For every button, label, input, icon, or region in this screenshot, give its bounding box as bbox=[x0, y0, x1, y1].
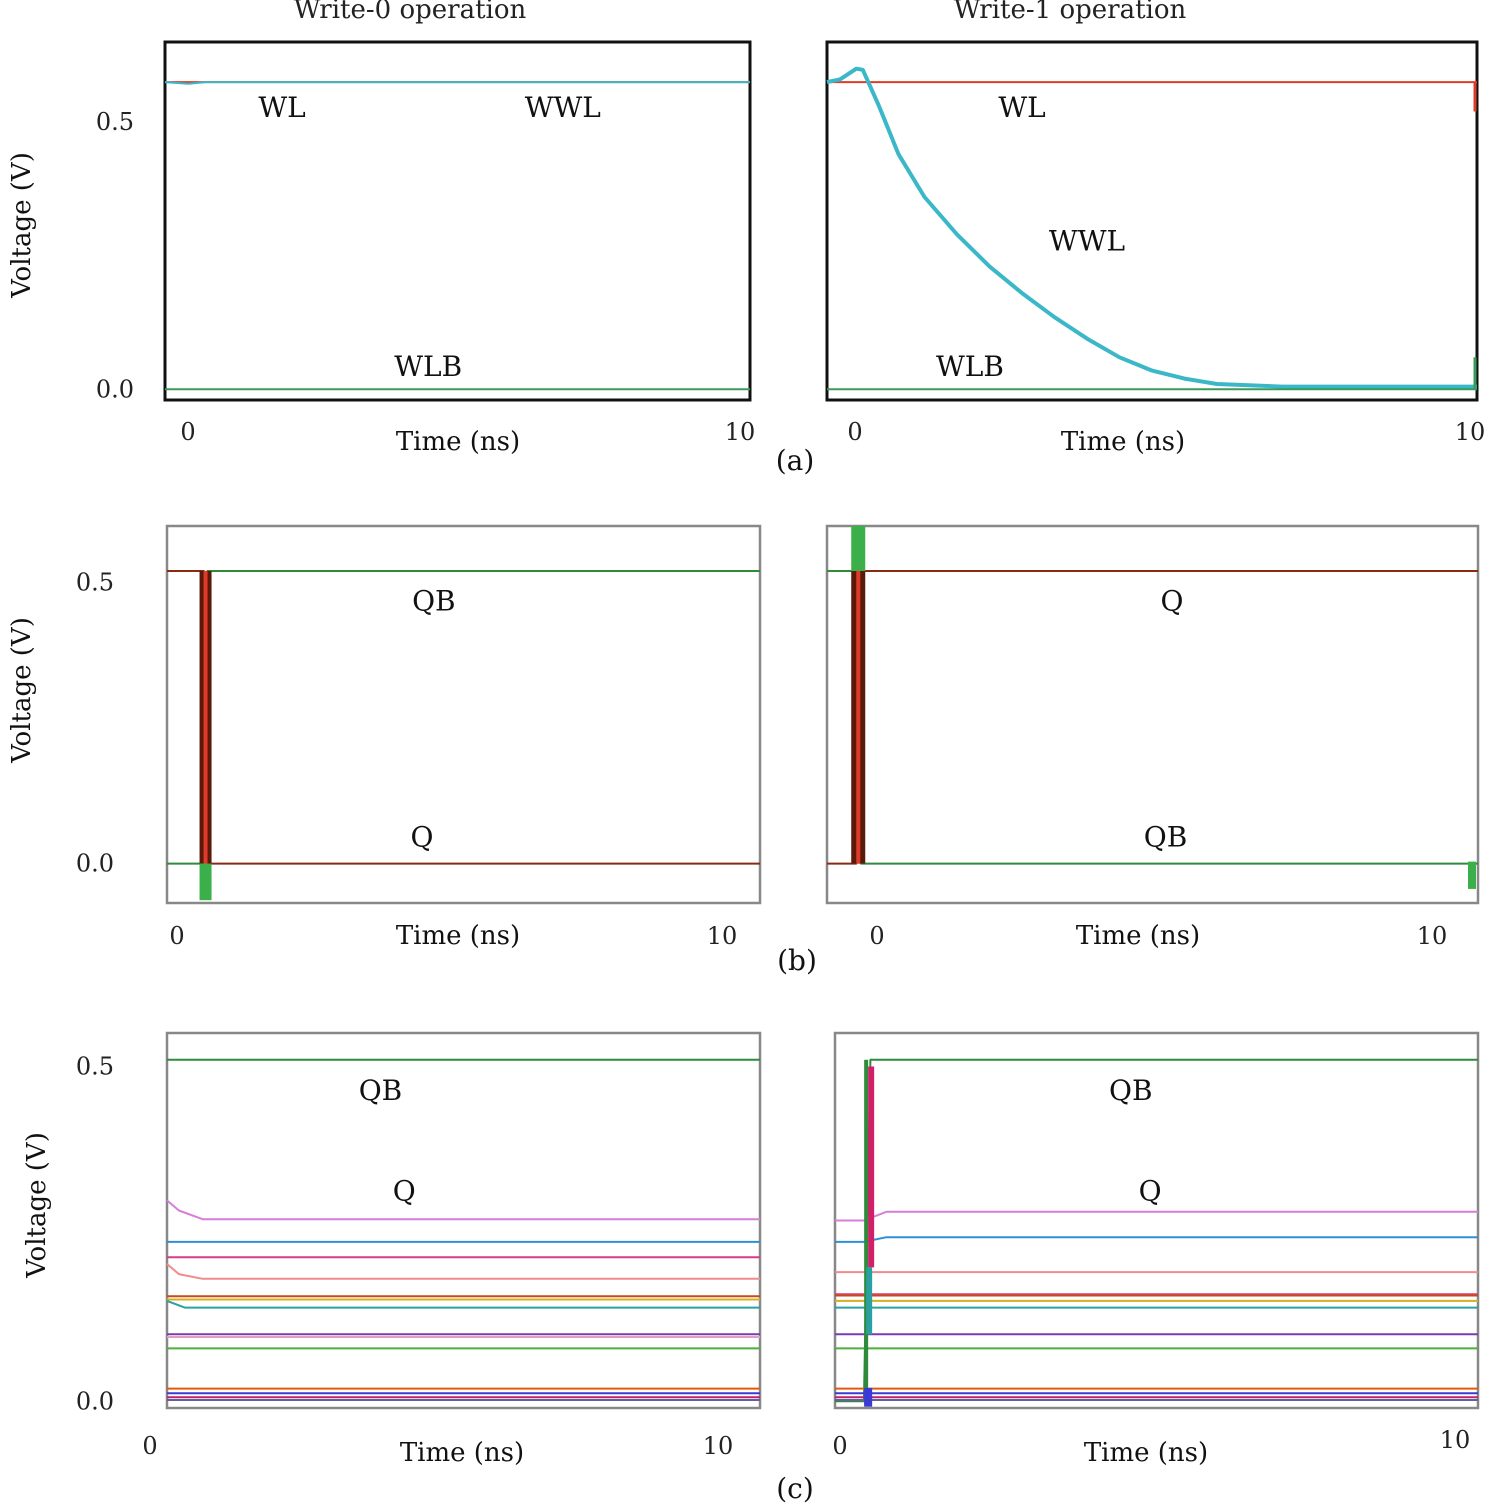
y-axis-label: Voltage (V) bbox=[22, 1132, 52, 1279]
panel-b-left: QB Q 0.5 0.0 0 10 Time (ns) Voltage (V) bbox=[7, 524, 762, 951]
x-tick-label: 0 bbox=[832, 1432, 847, 1460]
plot-frame bbox=[833, 1031, 1480, 1410]
x-tick-label: 0 bbox=[142, 1432, 157, 1460]
switching-transient-mid bbox=[866, 1267, 873, 1335]
switching-undershoot bbox=[199, 863, 212, 901]
signal-label-q: Q bbox=[411, 821, 434, 854]
signal-label-qb: QB bbox=[359, 1074, 403, 1107]
switching-transient-core bbox=[856, 571, 861, 864]
row-label-a: (a) bbox=[776, 444, 815, 477]
y-axis-label: Voltage (V) bbox=[7, 152, 37, 299]
switching-transient-q bbox=[868, 1066, 875, 1268]
y-tick-label: 0.5 bbox=[76, 1052, 114, 1080]
signal-label-qb: QB bbox=[1144, 821, 1188, 854]
column-title-write0: Write-0 operation bbox=[294, 0, 527, 25]
column-title-write1: Write-1 operation bbox=[954, 0, 1187, 25]
signal-label-q: Q bbox=[1139, 1174, 1162, 1207]
x-axis-label: Time (ns) bbox=[396, 921, 520, 951]
series-line-wwl bbox=[826, 66, 1477, 389]
panel-c-left: QB Q 0.5 0.0 0 10 Time (ns) Voltage (V) bbox=[22, 1031, 762, 1468]
y-tick-label: 0.5 bbox=[96, 108, 134, 136]
signal-label-qb: QB bbox=[1109, 1074, 1153, 1107]
x-axis-label: Time (ns) bbox=[1084, 1438, 1208, 1468]
x-tick-label: 10 bbox=[707, 922, 738, 950]
signal-label-q: Q bbox=[1161, 584, 1184, 617]
plot-frame bbox=[163, 40, 752, 402]
x-tick-label: 10 bbox=[1455, 418, 1486, 446]
switching-transient-core bbox=[203, 571, 208, 864]
series-line-wwl bbox=[164, 81, 750, 85]
y-tick-label: 0.0 bbox=[76, 850, 114, 878]
signal-label-q: Q bbox=[393, 1174, 416, 1207]
signal-label-qb: QB bbox=[412, 584, 456, 617]
x-axis-label: Time (ns) bbox=[1061, 427, 1185, 457]
plot-frame bbox=[825, 40, 1479, 402]
x-tick-label: 0 bbox=[169, 922, 184, 950]
signal-label-wl: WL bbox=[998, 91, 1045, 124]
panel-a-left: WL WWL WLB 0.5 0.0 0 10 Time (ns) Voltage (V) bbox=[7, 40, 756, 457]
y-axis-label: Voltage (V) bbox=[7, 617, 37, 764]
switching-overshoot bbox=[851, 526, 866, 572]
plot-frame bbox=[165, 1031, 762, 1410]
row-label-c: (c) bbox=[776, 1472, 814, 1505]
row-label-b: (b) bbox=[777, 944, 817, 977]
plot-frame bbox=[825, 524, 1480, 905]
y-tick-label: 0.5 bbox=[76, 568, 114, 596]
x-tick-label: 0 bbox=[869, 922, 884, 950]
panel-b-right: Q QB 0 10 Time (ns) bbox=[825, 524, 1480, 951]
panel-c-right: QB Q 0 10 Time (ns) bbox=[832, 1031, 1480, 1468]
signal-label-wlb: WLB bbox=[394, 350, 462, 383]
series-line-q4 bbox=[166, 1263, 760, 1280]
series-line-q2 bbox=[835, 1236, 1478, 1243]
y-tick-label: 0.0 bbox=[96, 375, 134, 403]
signal-label-wlb: WLB bbox=[936, 350, 1004, 383]
signal-label-wwl: WWL bbox=[1049, 224, 1125, 257]
x-tick-label: 0 bbox=[180, 418, 195, 446]
x-tick-label: 10 bbox=[1440, 1426, 1471, 1454]
x-axis-label: Time (ns) bbox=[400, 1438, 524, 1468]
x-tick-label: 10 bbox=[703, 1432, 734, 1460]
switching-transient-low bbox=[864, 1387, 873, 1407]
x-tick-label: 10 bbox=[725, 418, 756, 446]
x-tick-label: 10 bbox=[1417, 922, 1448, 950]
x-axis-label: Time (ns) bbox=[396, 427, 520, 457]
series-line-q1 bbox=[835, 1210, 1478, 1222]
y-tick-label: 0.0 bbox=[76, 1387, 114, 1415]
plot-frame bbox=[165, 524, 762, 905]
series-line-q1 bbox=[166, 1199, 760, 1221]
switching-transient-qb bbox=[864, 1059, 869, 1405]
signal-label-wl: WL bbox=[258, 91, 305, 124]
panel-a-right: WL WWL WLB 0 10 Time (ns) bbox=[825, 40, 1486, 457]
signal-label-wwl: WWL bbox=[525, 91, 601, 124]
x-axis-label: Time (ns) bbox=[1076, 921, 1200, 951]
end-transient bbox=[1468, 861, 1476, 889]
series-line-q7 bbox=[166, 1299, 760, 1309]
x-tick-label: 0 bbox=[847, 418, 862, 446]
